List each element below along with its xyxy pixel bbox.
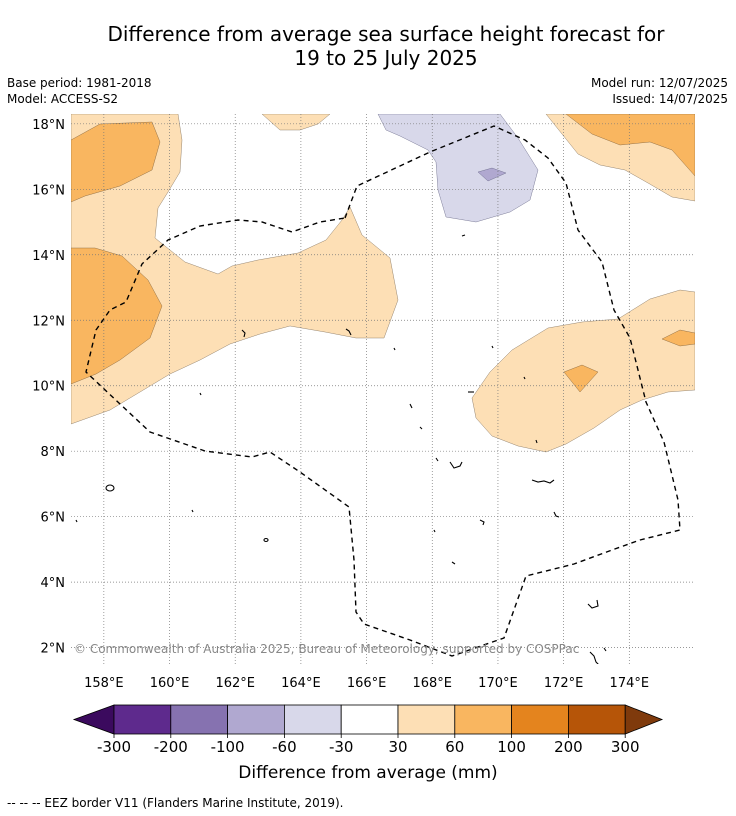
island-dot-9: [435, 457, 439, 462]
island-small-8: [589, 651, 599, 664]
island-small-5: [479, 519, 485, 526]
island-dot-2: [393, 347, 396, 351]
negative-anomaly-core: [477, 167, 507, 182]
colorbar-cell: [340, 704, 399, 735]
island-dot-8: [419, 426, 423, 430]
copyright-text: © Commonwealth of Australia 2025, Bureau…: [74, 642, 579, 656]
island-small-2: [241, 329, 246, 338]
lon-tick-label: 166°E: [347, 676, 387, 691]
island-dot-12: [535, 439, 538, 444]
longitude-labels: 158°E 160°E 162°E 164°E 166°E 168°E 170°E 172°E…: [84, 676, 649, 691]
colorbar-tick-label: -60: [272, 738, 297, 756]
lon-tick-label: 168°E: [412, 676, 452, 691]
colorbar-tick-label: 100: [497, 738, 526, 756]
lon-tick-label: 158°E: [84, 676, 124, 691]
island-dot-11: [523, 376, 526, 380]
island-atoll-2: [531, 479, 555, 484]
anomaly-core-northeast: [565, 114, 695, 177]
lon-tick-label: 170°E: [478, 676, 518, 691]
island-small-3: [345, 328, 352, 336]
lat-tick-label: 6°N: [41, 511, 66, 526]
colorbar-cell: [397, 704, 456, 735]
issued-date: Issued: 14/07/2025: [612, 92, 728, 106]
colorbar-cell: [170, 704, 229, 735]
colorbar-cell: [568, 704, 626, 735]
lon-tick-label: 172°E: [544, 676, 584, 691]
island-dot-4: [191, 509, 194, 513]
base-period: Base period: 1981-2018: [7, 76, 152, 90]
anomaly-core-east-small: [563, 364, 599, 393]
lat-tick-label: 2°N: [41, 642, 66, 657]
island-dot-10: [433, 529, 436, 533]
island-small-4: [553, 511, 560, 518]
lat-tick-label: 18°N: [32, 118, 65, 133]
lat-tick-label: 14°N: [32, 249, 65, 264]
anomaly-core-west: [71, 247, 163, 385]
island-dot-3: [199, 392, 202, 396]
island-dot-7: [409, 403, 413, 409]
model-run: Model run: 12/07/2025: [590, 76, 728, 90]
colorbar-arrow-low: [72, 704, 115, 735]
island-atoll-1: [449, 461, 463, 469]
map-gridlines: [71, 114, 695, 664]
colorbar-tick-label: -300: [97, 738, 131, 756]
island-small-7: [587, 599, 599, 609]
island-dot-1: [461, 234, 466, 237]
model-name: Model: ACCESS-S2: [7, 92, 119, 106]
eez-legend: -- -- -- EEZ border V11 (Flanders Marine…: [7, 796, 344, 810]
title-line-2: 19 to 25 July 2025: [294, 46, 478, 70]
colorbar-cell: [113, 704, 172, 735]
colorbar-cell: [454, 704, 512, 735]
map-title: Difference from average sea surface heig…: [0, 22, 736, 70]
lon-tick-label: 164°E: [281, 676, 321, 691]
colorbar-cell: [283, 704, 342, 735]
colorbar-tick-label: 60: [445, 738, 464, 756]
lon-tick-label: 174°E: [610, 676, 650, 691]
anomaly-core-northwest: [71, 121, 161, 203]
meta-left: Base period: 1981-2018 Model: ACCESS-S2: [7, 75, 152, 107]
island-dot-13: [491, 345, 494, 349]
island-dot-14: [603, 647, 607, 652]
map-area: © Commonwealth of Australia 2025, Bureau…: [71, 114, 695, 664]
lat-tick-label: 10°N: [32, 380, 65, 395]
colorbar: -300 -200 -100 -60 -30 30 60 100 200 300 Differen…: [72, 704, 664, 783]
colorbar-arrow-high: [624, 704, 664, 735]
anomaly-region-west: [71, 114, 399, 425]
lon-tick-label: 160°E: [150, 676, 190, 691]
colorbar-tick-label: 300: [611, 738, 640, 756]
colorbar-label: Difference from average (mm): [238, 763, 497, 783]
latitude-labels: 18°N 16°N 14°N 12°N 10°N 8°N 6°N 4°N 2°N: [32, 118, 65, 657]
islands: [75, 234, 607, 664]
lon-tick-label: 162°E: [215, 676, 255, 691]
lat-tick-label: 8°N: [41, 445, 66, 460]
colorbar-tick-label: 200: [554, 738, 583, 756]
colorbar-tick-label: 30: [388, 738, 407, 756]
colorbar-cell: [227, 704, 285, 735]
anomaly-core-east-edge: [661, 329, 695, 347]
colorbar-tick-label: -30: [329, 738, 354, 756]
lat-tick-label: 4°N: [41, 576, 66, 591]
island-pohnpei-area: [105, 484, 115, 492]
colorbar-cell: [511, 704, 569, 735]
lat-tick-label: 12°N: [32, 314, 65, 329]
island-dot-5: [75, 519, 78, 523]
eez-border: [85, 125, 681, 657]
island-small-6: [451, 561, 456, 565]
colorbar-tick-label: -100: [211, 738, 245, 756]
anomaly-region-top-center: [261, 114, 331, 131]
island-small-1: [263, 537, 269, 543]
meta-right: Model run: 12/07/2025 Issued: 14/07/2025: [591, 75, 728, 107]
lat-tick-label: 16°N: [32, 183, 65, 198]
title-line-1: Difference from average sea surface heig…: [107, 22, 665, 46]
colorbar-tick-label: -200: [154, 738, 188, 756]
